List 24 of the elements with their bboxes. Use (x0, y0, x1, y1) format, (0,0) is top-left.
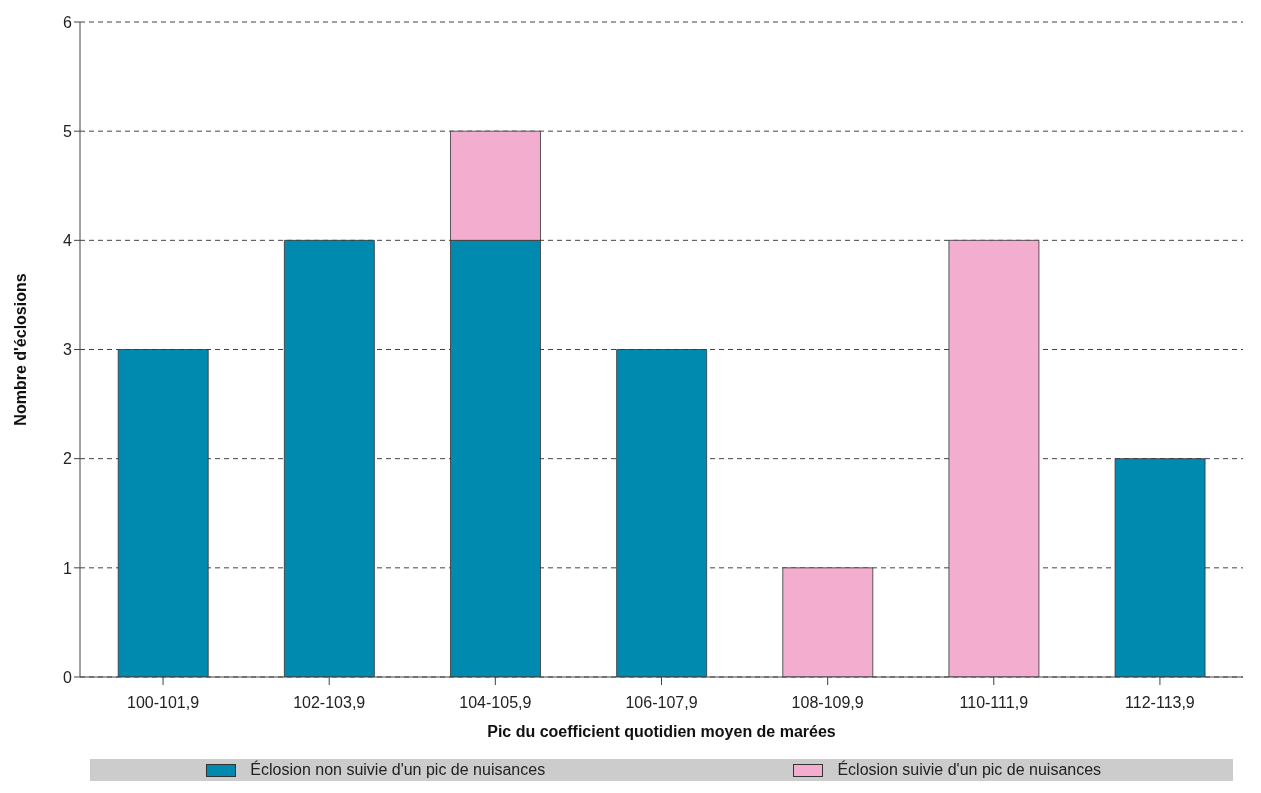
legend-label: Éclosion non suivie d'un pic de nuisances (250, 761, 546, 779)
bar (616, 349, 708, 677)
x-tick-label: 102-103,9 (293, 694, 366, 712)
y-tick-label: 0 (63, 668, 73, 686)
bar (283, 239, 375, 677)
y-tick-label: 5 (63, 122, 73, 140)
y-tick-label: 3 (63, 341, 73, 359)
legend-label: Éclosion suivie d'un pic de nuisances (837, 761, 1102, 779)
y-tick-label: 4 (63, 232, 73, 250)
x-tick-label: 112-113,9 (1125, 694, 1195, 712)
x-tick-label: 104-105,9 (459, 694, 532, 712)
x-axis-title: Pic du coefficient quotidien moyen de marées (487, 723, 836, 740)
bar (1114, 458, 1206, 677)
y-axis-title: Nombre d'éclosions (11, 273, 29, 426)
y-tick-label: 6 (63, 13, 73, 31)
bar (117, 349, 209, 677)
x-tick-label: 108-109,9 (791, 694, 864, 712)
bar (782, 567, 874, 677)
y-tick-label: 2 (63, 450, 73, 468)
y-tick-label: 1 (63, 559, 73, 577)
x-tick-label: 110-111,9 (959, 694, 1029, 712)
bar (948, 239, 1040, 677)
x-tick-label: 106-107,9 (625, 694, 698, 712)
x-tick-label: 100-101,9 (127, 694, 200, 712)
